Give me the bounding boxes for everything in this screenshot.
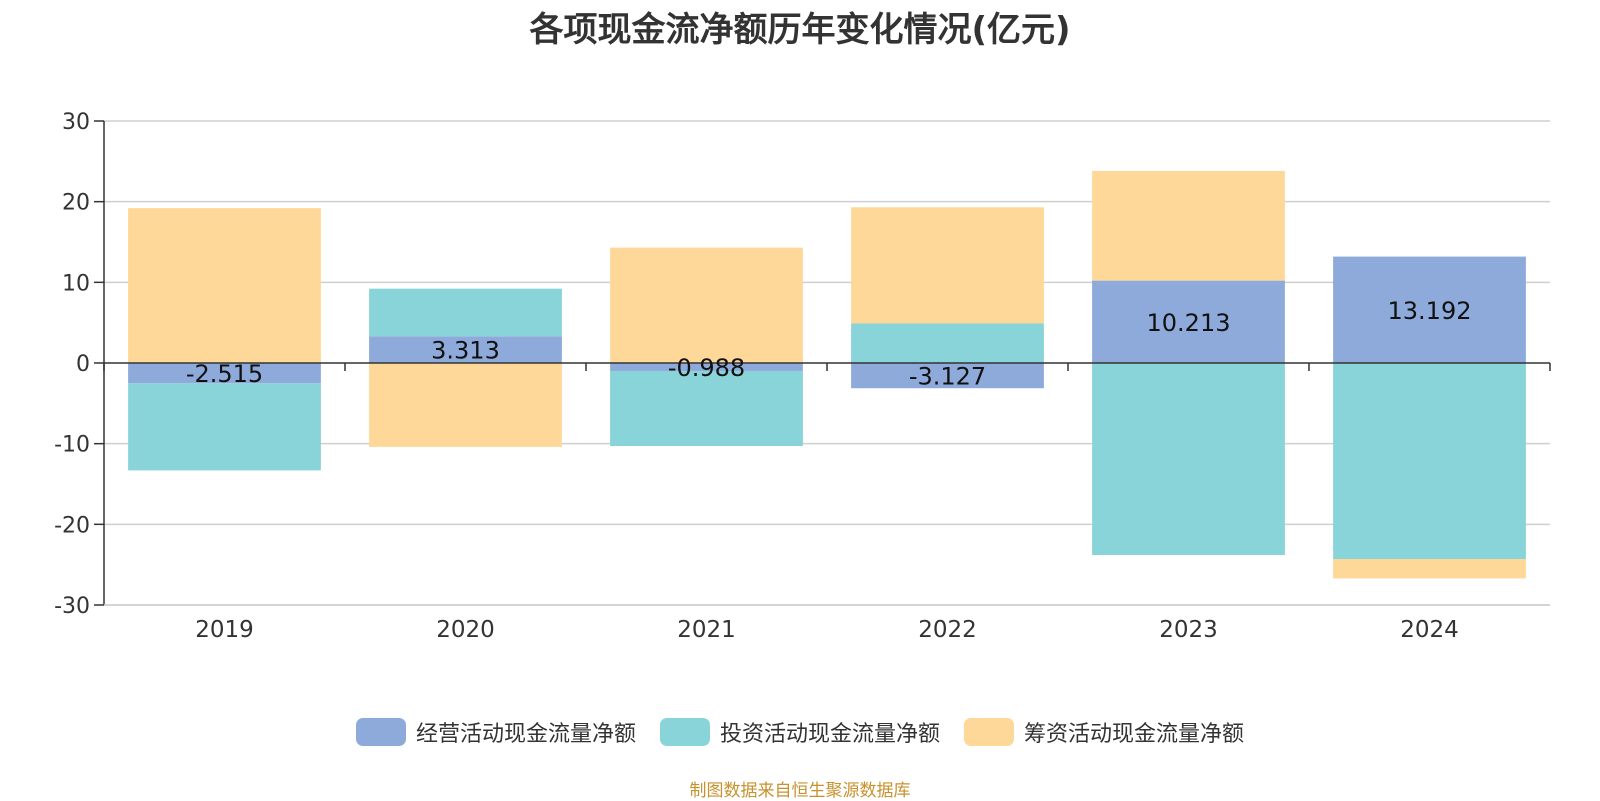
bar-series-1-2020 <box>369 288 562 337</box>
bar-series-1-2019 <box>128 383 321 471</box>
y-tick-label: 10 <box>62 271 90 296</box>
bar-series-0-2020 <box>369 336 562 363</box>
x-tick-label: 2023 <box>1159 617 1218 643</box>
bar-series-1-2023 <box>1092 363 1285 555</box>
axes: 30 20 10 0 -10 -20 -30 2019 2020 2021 2022 2023 2024 <box>54 110 1551 643</box>
source-note: 制图数据来自恒生聚源数据库 <box>689 781 911 801</box>
bar-series-2-2021 <box>610 247 803 363</box>
y-tick-label: 30 <box>62 110 90 135</box>
bar-series-0-2022 <box>851 363 1044 389</box>
data-labels: -2.515 3.313 -0.988 -3.127 10.213 13.192 <box>186 297 1472 391</box>
x-tick-label: 2021 <box>677 617 736 643</box>
bar-series-0-2024 <box>1333 256 1526 363</box>
bar-series-0-2019 <box>128 363 321 384</box>
data-label: -2.515 <box>186 360 263 388</box>
legend-swatch <box>355 718 406 746</box>
x-tick-label: 2022 <box>918 617 977 643</box>
bar-series-1-2022 <box>851 323 1044 363</box>
data-label: 3.313 <box>431 337 500 365</box>
legend-label: 经营活动现金流量净额 <box>415 722 636 747</box>
data-label: -0.988 <box>668 354 745 382</box>
bar-series-2-2024 <box>1333 559 1526 579</box>
legend: 经营活动现金流量净额 投资活动现金流量净额 筹资活动现金流量净额 <box>0 716 1600 748</box>
bar-series-1-2024 <box>1333 363 1526 560</box>
bar-series-1-2021 <box>610 370 803 446</box>
y-tick-label: 0 <box>76 352 90 377</box>
y-tick-label: -30 <box>54 594 90 619</box>
bar-series-0-2023 <box>1092 280 1285 363</box>
bar-series-2-2023 <box>1092 170 1285 281</box>
legend-item[interactable]: 投资活动现金流量净额 <box>659 716 940 748</box>
legend-label: 筹资活动现金流量净额 <box>1024 722 1245 747</box>
bars <box>128 170 1526 579</box>
bar-series-0-2021 <box>610 363 803 371</box>
y-tick-label: 20 <box>62 191 90 216</box>
y-tick-label: -20 <box>54 513 90 538</box>
y-tick-label: -10 <box>54 433 90 458</box>
data-label: 10.213 <box>1147 309 1231 337</box>
legend-item[interactable]: 筹资活动现金流量净额 <box>964 716 1244 748</box>
data-label: -3.127 <box>909 363 986 391</box>
data-label: 13.192 <box>1388 297 1472 325</box>
bar-series-2-2020 <box>369 363 562 447</box>
bar-series-2-2022 <box>851 207 1044 324</box>
x-tick-label: 2019 <box>195 617 254 643</box>
x-tick-label: 2020 <box>436 617 495 643</box>
x-tick-label: 2024 <box>1400 617 1459 643</box>
legend-swatch <box>659 718 710 746</box>
legend-label: 投资活动现金流量净额 <box>719 722 940 747</box>
legend-swatch <box>964 718 1014 746</box>
bar-series-2-2019 <box>128 208 321 363</box>
chart-title: 各项现金流净额历年变化情况(亿元) <box>529 10 1071 50</box>
legend-item[interactable]: 经营活动现金流量净额 <box>355 716 636 748</box>
